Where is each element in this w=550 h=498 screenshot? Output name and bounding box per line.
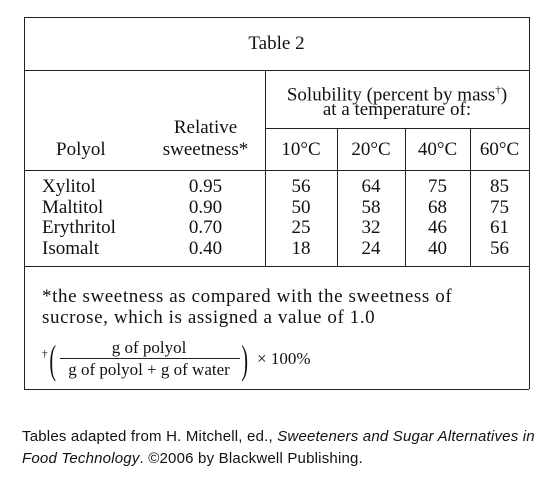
temperature-header: 20°C — [351, 139, 391, 160]
rule — [24, 17, 529, 18]
solubility-value: 25 — [291, 217, 311, 238]
solubility-value: 75 — [490, 196, 509, 218]
caption: Tables adapted from H. Mitchell, ed., Sw… — [22, 426, 550, 470]
caption-text: . ©2006 by Blackwell Publishing. — [139, 450, 363, 467]
rule — [24, 170, 529, 171]
rule — [405, 128, 406, 266]
rule — [265, 70, 266, 266]
solubility-value: 75 — [428, 176, 447, 197]
multiplier: × 100% — [257, 349, 311, 368]
solubility-value: 64 — [361, 176, 381, 197]
dagger: † — [42, 348, 48, 360]
footnote: sucrose, which is assigned a value of 1.… — [42, 307, 376, 328]
polyol-name: Isomalt — [42, 237, 99, 259]
sweetness-value: 0.70 — [188, 217, 223, 238]
temperature-header: 10°C — [281, 139, 321, 160]
denominator: g of polyol + g of water — [68, 360, 230, 379]
rule — [24, 389, 529, 390]
header-text: ) — [500, 84, 508, 106]
rule — [24, 17, 25, 389]
solubility-value: 24 — [361, 237, 381, 259]
solubility-value: 85 — [490, 176, 509, 197]
caption-book: Sweeteners and Sugar Alternatives in Foo… — [22, 428, 535, 467]
solubility-value: 56 — [490, 237, 509, 259]
solubility-header: Solubility (percent by mass†) — [265, 80, 529, 105]
paren: ) — [241, 337, 248, 382]
sweetness-value: 0.40 — [188, 237, 223, 259]
solubility-value: 56 — [291, 176, 311, 197]
rule — [60, 358, 240, 359]
rule — [265, 128, 529, 129]
rule — [337, 128, 338, 266]
paren: ( — [49, 337, 56, 382]
solubility-value: 68 — [428, 196, 447, 218]
sweetness-header: Relative — [173, 117, 238, 138]
sweetness-header: sweetness* — [162, 139, 249, 160]
polyol-name: Maltitol — [42, 196, 104, 218]
sweetness-value: 0.90 — [188, 196, 223, 218]
solubility-header: at a temperature of: — [322, 99, 472, 120]
solubility-value: 58 — [361, 196, 381, 218]
solubility-value: 50 — [291, 196, 311, 218]
polyol-name: Erythritol — [42, 217, 116, 238]
rule — [529, 17, 530, 389]
dagger: † — [495, 84, 501, 96]
solubility-value: 61 — [490, 217, 509, 238]
header-text: Solubility (percent by mass — [286, 84, 496, 106]
table-title: Table 2 — [248, 33, 305, 54]
solubility-value: 32 — [361, 217, 381, 238]
solubility-value: 18 — [291, 237, 311, 259]
polyol-header: Polyol — [56, 139, 106, 160]
temperature-header: 40°C — [417, 139, 458, 160]
rule — [24, 70, 529, 71]
polyol-name: Xylitol — [42, 176, 96, 197]
temperature-header: 60°C — [479, 139, 520, 160]
sweetness-value: 0.95 — [188, 176, 223, 197]
numerator: g of polyol — [111, 338, 187, 357]
caption-text: Tables adapted from H. Mitchell, ed., — [22, 428, 278, 445]
rule — [470, 128, 471, 266]
solubility-value: 46 — [428, 217, 447, 238]
solubility-value: 40 — [428, 237, 447, 259]
rule — [24, 266, 529, 267]
footnote: *the sweetness as compared with the swee… — [42, 286, 453, 307]
